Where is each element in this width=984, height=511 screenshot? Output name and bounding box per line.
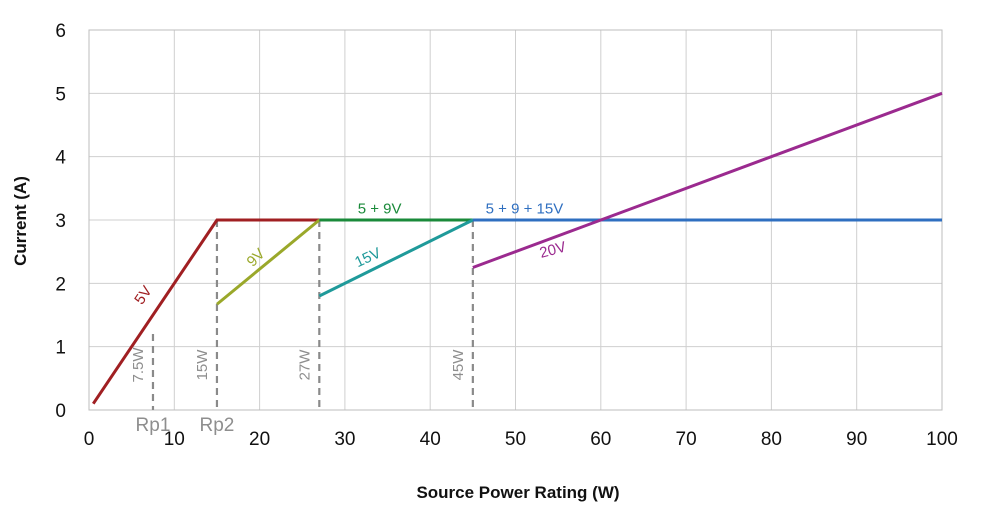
x-tick-label: 30 [334, 429, 355, 450]
series-line [215, 218, 321, 306]
axes: 0 10 20 30 40 50 60 70 80 90 100 0 1 2 3 4 5 6 [55, 21, 957, 450]
power-markers: 7.5W 15W 27W 45W Rp1 Rp2 [130, 220, 474, 436]
x-axis-title: Source Power Rating (W) [416, 483, 619, 502]
x-tick-label: 90 [846, 429, 867, 450]
y-tick-label: 5 [55, 84, 66, 105]
series-label: 20V [538, 239, 568, 262]
x-tick-label: 70 [676, 429, 697, 450]
x-tick-label: 50 [505, 429, 526, 450]
y-tick-label: 3 [55, 211, 66, 232]
y-tick-label: 0 [55, 401, 66, 422]
y-tick-label: 4 [55, 148, 66, 169]
series-lines [92, 91, 943, 405]
rp-label: Rp1 [136, 415, 171, 436]
series-label: 5 + 9V [358, 201, 402, 218]
series-line [318, 218, 474, 298]
series-line [472, 91, 943, 269]
y-axis-title: Current (A) [11, 176, 30, 266]
series-label: 5 + 9 + 15V [486, 201, 564, 218]
y-tick-label: 6 [55, 21, 66, 42]
x-tick-label: 20 [249, 429, 270, 450]
y-tick-label: 1 [55, 338, 66, 359]
series-label: 5V [131, 283, 155, 308]
series-line [92, 218, 320, 405]
power-marker-label: 7.5W [130, 347, 147, 383]
x-tick-label: 80 [761, 429, 782, 450]
rp-label: Rp2 [200, 415, 235, 436]
power-marker-label: 27W [296, 349, 313, 381]
power-marker-label: 15W [194, 349, 211, 381]
x-tick-label: 60 [590, 429, 611, 450]
x-tick-label: 40 [420, 429, 441, 450]
power-marker-label: 45W [450, 349, 467, 381]
x-tick-label: 0 [84, 429, 95, 450]
y-tick-label: 2 [55, 274, 66, 295]
x-tick-label: 100 [926, 429, 958, 450]
x-tick-label: 10 [164, 429, 185, 450]
